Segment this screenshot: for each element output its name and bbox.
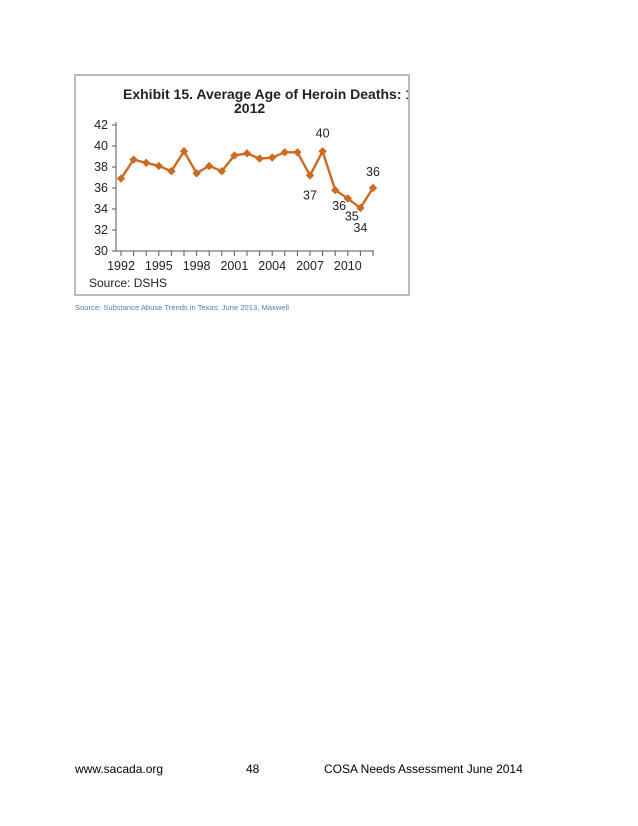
data-point-marker xyxy=(217,167,226,176)
chart-frame: Exhibit 15. Average Age of Heroin Deaths… xyxy=(74,74,410,296)
x-tick-label: 1998 xyxy=(183,259,211,273)
y-tick-label: 42 xyxy=(94,118,108,132)
x-tick-label: 2001 xyxy=(220,259,248,273)
y-tick-label: 34 xyxy=(94,202,108,216)
y-tick-label: 30 xyxy=(94,244,108,258)
data-point-marker xyxy=(242,149,252,158)
data-point-marker xyxy=(230,151,239,160)
x-tick-label: 2010 xyxy=(334,259,362,273)
y-tick-label: 32 xyxy=(94,223,108,237)
data-markers xyxy=(116,147,378,213)
data-point-marker xyxy=(293,148,302,157)
data-label: 36 xyxy=(332,199,346,213)
y-tick-label: 38 xyxy=(94,160,108,174)
data-label: 34 xyxy=(353,221,367,235)
chart-source-note: Source: DSHS xyxy=(89,276,167,290)
data-point-marker xyxy=(331,185,340,195)
data-point-marker xyxy=(167,167,176,176)
data-label: 40 xyxy=(316,126,330,140)
x-tick-label: 1992 xyxy=(107,259,135,273)
y-tick-label: 40 xyxy=(94,139,108,153)
data-point-marker xyxy=(280,148,289,157)
data-point-marker xyxy=(154,161,163,171)
footer-website: www.sacada.org xyxy=(75,762,164,776)
x-tick-label: 1995 xyxy=(145,259,173,273)
data-point-marker xyxy=(356,203,365,213)
y-tick-label: 36 xyxy=(94,181,108,195)
chart-title-line-1: Exhibit 15. Average Age of Heroin Deaths… xyxy=(123,86,408,102)
footer-document-title: COSA Needs Assessment June 2014 xyxy=(324,762,523,776)
x-tick-label: 2004 xyxy=(258,259,286,273)
data-point-marker xyxy=(268,153,277,162)
data-point-marker xyxy=(318,147,327,156)
data-label: 35 xyxy=(345,210,359,224)
data-point-marker xyxy=(205,161,214,171)
data-point-marker xyxy=(192,169,201,178)
chart: Exhibit 15. Average Age of Heroin Deaths… xyxy=(89,86,408,290)
x-tick-label: 2007 xyxy=(296,259,324,273)
data-point-marker xyxy=(129,155,138,164)
x-axis-ticks: 1992 1995 1998 2001 2004 2007 2010 xyxy=(107,251,374,273)
data-point-marker xyxy=(255,154,264,163)
footer-page-number: 48 xyxy=(246,762,260,776)
chart-title-line-2: 2012 xyxy=(234,100,265,116)
data-label: 37 xyxy=(303,188,317,202)
y-axis-ticks: 30 32 34 36 38 40 42 xyxy=(94,118,116,258)
data-point-marker xyxy=(142,158,151,167)
data-point-marker xyxy=(305,171,315,180)
data-point-marker xyxy=(116,174,126,183)
data-label: 36 xyxy=(366,165,380,179)
source-caption: Source: Substance Abuse Trends in Texas:… xyxy=(75,303,289,312)
